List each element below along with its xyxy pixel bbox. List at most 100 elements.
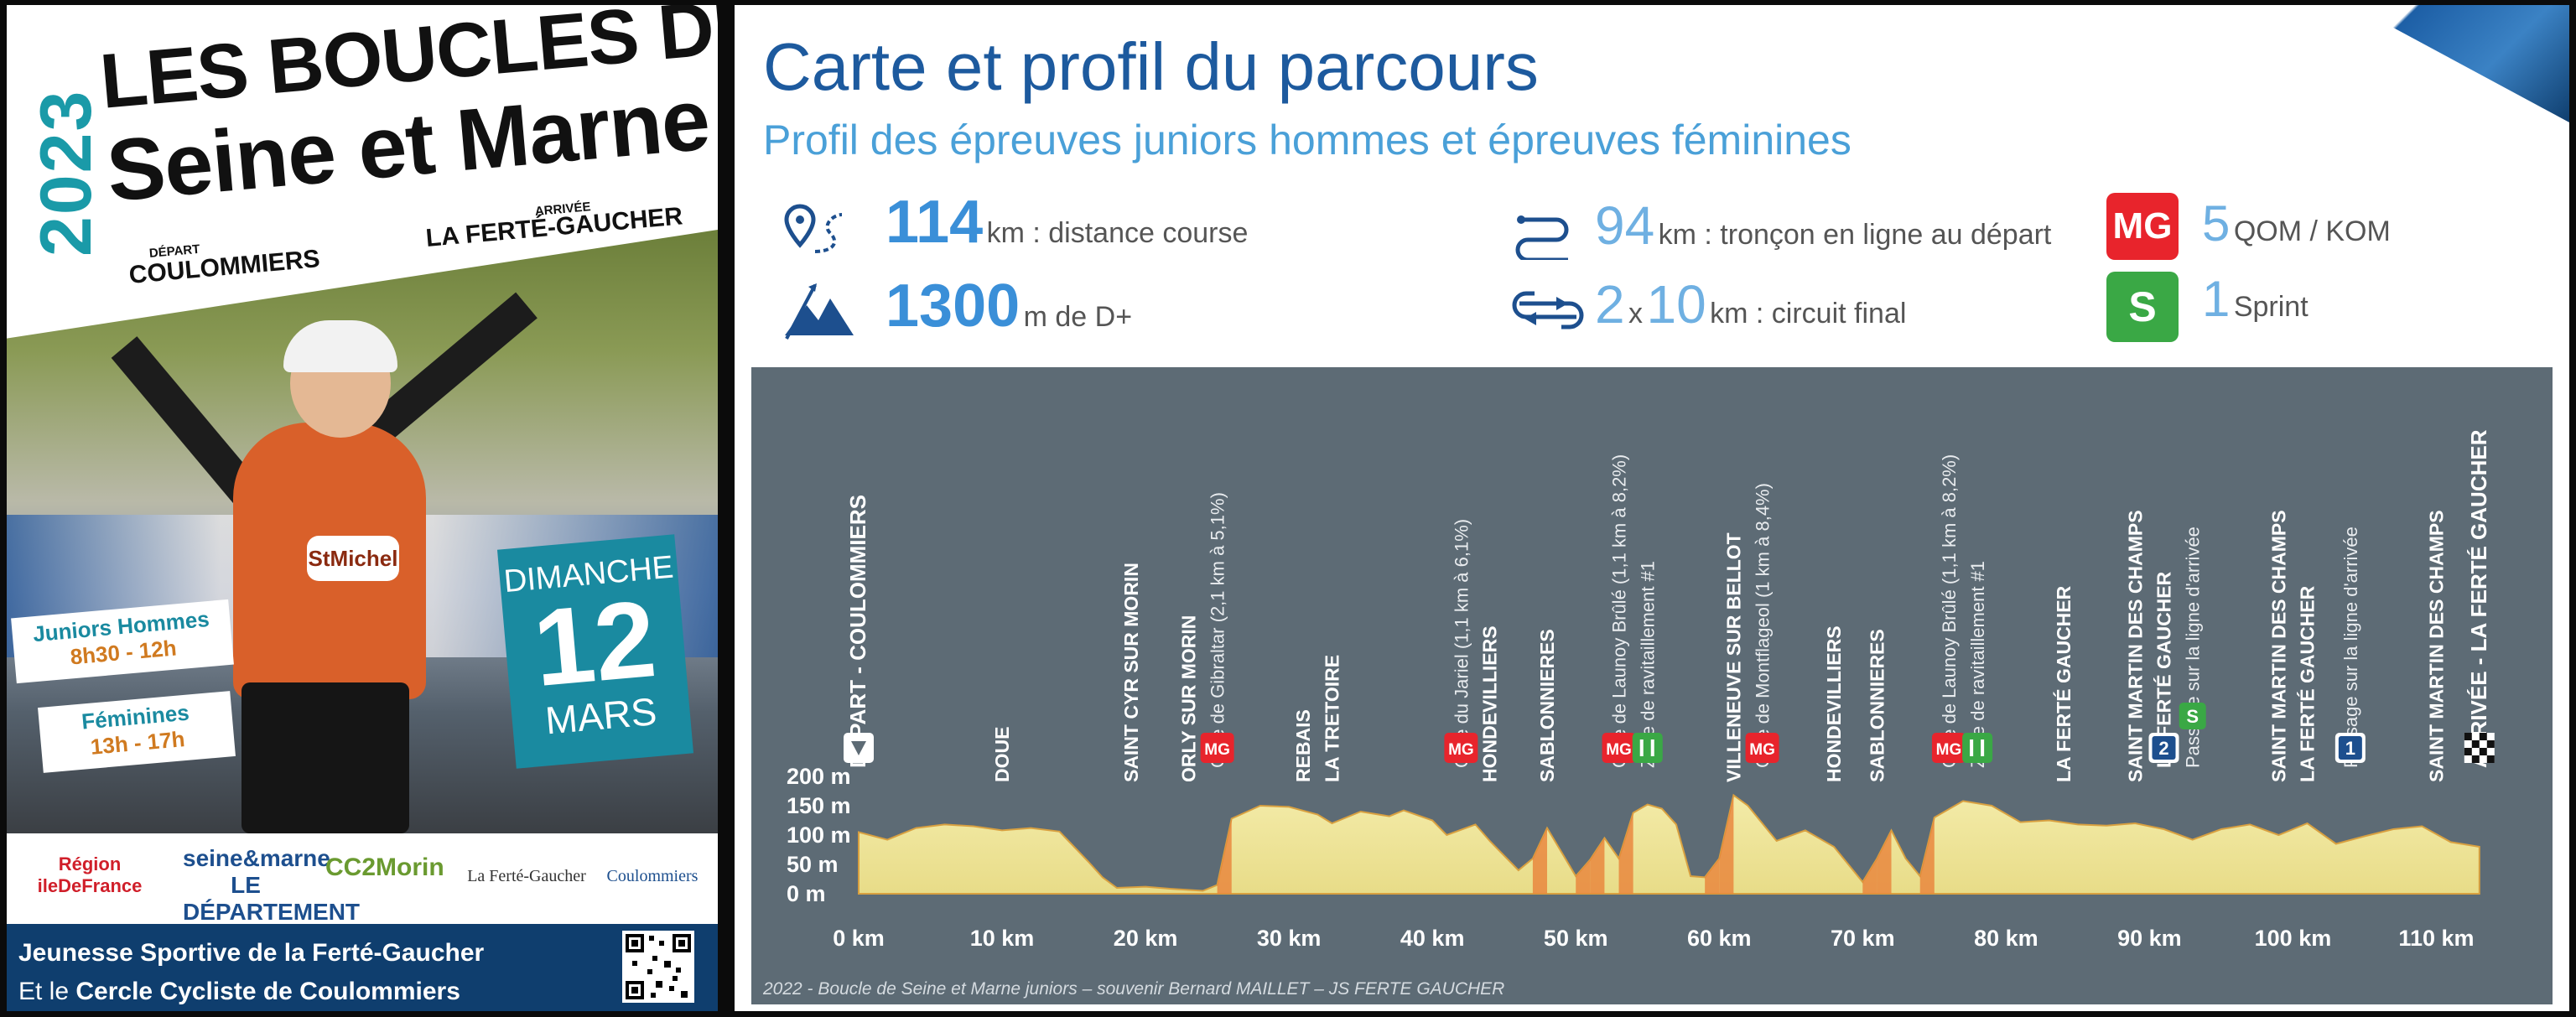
x-tick-label: 100 km	[2255, 926, 2332, 951]
logo-coulommiers: Coulommiers	[606, 867, 699, 885]
waypoint-label: LA TRETOIRE	[1321, 655, 1343, 782]
play-icon	[851, 741, 866, 755]
rider-legs	[242, 682, 409, 833]
circuit-value: 10	[1646, 274, 1706, 335]
qom-value: 5	[2202, 195, 2231, 252]
waypoint-label: ORLY SUR MORIN	[1177, 615, 1199, 782]
feed-zone-icon	[1632, 733, 1663, 763]
waypoint-label: Côte de Launoy Brûlé (1,1 km à 8,2%)	[1609, 454, 1630, 768]
waypoint-label: SAINT MARTIN DES CHAMPS	[2124, 510, 2146, 782]
sprint-marker-icon	[2179, 703, 2206, 729]
waypoint: SAINT MARTIN DES CHAMPS	[2425, 510, 2447, 782]
mg-marker-icon	[1200, 733, 1234, 763]
logo-region: Région ileDeFrance	[37, 854, 143, 896]
line-route-icon	[1515, 215, 1569, 260]
rider-helmet	[283, 320, 397, 372]
cutlery-icon	[1970, 739, 1985, 756]
x-tick-label: 70 km	[1831, 926, 1895, 951]
jersey-logo: StMichel	[307, 536, 399, 581]
waypoint-label: Côte de Launoy Brûlé (1,1 km à 8,2%)	[1939, 454, 1960, 768]
y-tick-label: 150 m	[787, 793, 851, 818]
waypoint-label: DOUE	[991, 727, 1013, 782]
qr-code-icon[interactable]	[622, 931, 694, 1003]
date-block: DIMANCHE 12 MARS	[496, 534, 694, 769]
mg-badge-icon: MG	[2106, 193, 2179, 260]
climb-segment	[1877, 830, 1892, 894]
waypoint-label: LA FERTÉ GAUCHER	[2296, 585, 2319, 782]
stat-elevation: 1300 m de D+	[886, 272, 1132, 340]
y-tick-label: 200 m	[787, 764, 851, 789]
x-tick-label: 10 km	[970, 926, 1035, 951]
waypoint: HONDEVILLIERS	[1823, 625, 1845, 782]
y-tick-label: 50 m	[787, 852, 839, 877]
waypoint-label: Passage sur la ligne d'arrivée	[2183, 527, 2204, 768]
stat-line-section: 94 km : tronçon en ligne au départ	[1595, 195, 2051, 257]
waypoint: DÉPART - COULOMMIERS	[844, 495, 874, 768]
logo-cc2morin: CC2Morin	[325, 854, 444, 881]
waypoint: Côte de Launoy Brûlé (1,1 km à 8,2%)MG	[1931, 454, 1966, 768]
waypoint-label: SAINT CYR SUR MORIN	[1120, 563, 1142, 782]
waypoint: LA TRETOIRE	[1321, 655, 1343, 782]
waypoint-label: SABLONNIERES	[1866, 629, 1888, 782]
waypoint-label: Côte de Montflageol (1 km à 8,4%)	[1753, 483, 1774, 768]
waypoint: ARRIVÉE - LA FERTÉ GAUCHER	[2464, 429, 2495, 768]
waypoint-label: ARRIVÉE - LA FERTÉ GAUCHER	[2466, 429, 2491, 768]
waypoint: REBAIS	[1292, 709, 1314, 782]
elevation-text: m de D+	[1023, 301, 1133, 333]
profile-area	[858, 793, 2480, 895]
corner-decoration	[2351, 5, 2569, 122]
sprint-badge-icon: S	[2106, 272, 2179, 342]
footer-line2: Et le Cercle Cycliste de Coulommiers	[18, 978, 460, 1006]
mg-marker-label: MG	[1606, 741, 1632, 759]
climb-segment	[1705, 859, 1720, 894]
distance-text: km : distance course	[986, 217, 1249, 249]
day-number: 12	[528, 577, 661, 710]
waypoint-label: SABLONNIERES	[1536, 629, 1558, 782]
mg-marker-label: MG	[1448, 741, 1474, 759]
waypoint: ORLY SUR MORIN	[1177, 615, 1199, 782]
climb-segment	[1618, 812, 1633, 894]
footer-line2-prefix: Et le	[18, 978, 76, 1005]
waypoint: Côte de Montflageol (1 km à 8,4%)MG	[1745, 483, 1779, 768]
x-tick-label: 40 km	[1400, 926, 1465, 951]
stat-distance: 114 km : distance course	[886, 188, 1248, 257]
sprint-value: 1	[2202, 271, 2231, 327]
waypoint: Côte du Jariel (1,1 km à 6,1%)MG	[1444, 519, 1478, 768]
sprint-text: Sprint	[2233, 291, 2309, 323]
x-tick-label: 90 km	[2117, 926, 2182, 951]
panel-subtitle: Profil des épreuves juniors hommes et ép…	[763, 117, 1852, 163]
climb-segment	[1217, 818, 1232, 894]
x-tick-label: 110 km	[2398, 926, 2474, 951]
circuit-text: km : circuit final	[1710, 298, 1907, 329]
waypoint-label: LA FERTÉ GAUCHER	[2052, 585, 2075, 782]
waypoint: SAINT MARTIN DES CHAMPS	[2267, 510, 2289, 782]
lap-marker-label: 2	[2158, 738, 2168, 759]
waypoint-label: REBAIS	[1292, 709, 1314, 782]
y-tick-label: 100 m	[787, 822, 851, 848]
waypoint: SAINT CYR SUR MORIN	[1120, 563, 1142, 782]
logo-la-ferte-gaucher: La Ferté-Gaucher	[467, 867, 586, 885]
climb-segment	[1532, 828, 1548, 894]
waypoint-label: HONDEVILLIERS	[1823, 625, 1845, 782]
line-text: km : tronçon en ligne au départ	[1658, 219, 2052, 251]
stat-circuit: 2 x 10 km : circuit final	[1595, 273, 1906, 335]
waypoint-label: DÉPART - COULOMMIERS	[845, 495, 870, 768]
waypoint: DOUE	[991, 727, 1013, 782]
waypoint-label: Passage sur la ligne d'arrivée	[2340, 527, 2361, 768]
climb-segment	[1590, 838, 1605, 894]
waypoint: Côte de Launoy Brûlé (1,1 km à 8,2%)MG	[1602, 454, 1636, 768]
cutlery-icon	[1639, 739, 1654, 756]
line-value: 94	[1595, 195, 1655, 256]
waypoint: Côte de Gibraltar (2,1 km à 5,1%)MG	[1200, 492, 1234, 768]
stat-qom: 5 QOM / KOM	[2202, 195, 2391, 252]
x-tick-label: 80 km	[1974, 926, 2038, 951]
footer-line2-bold: Cercle Cycliste de Coulommiers	[75, 978, 460, 1005]
race-poster: 2023 LES BOUCLES DE Seine et Marne DÉPAR…	[7, 5, 718, 1011]
waypoint: SABLONNIERES	[1536, 629, 1558, 782]
route-pin-icon	[784, 204, 843, 253]
poster-year-text: 2023	[26, 89, 106, 257]
mg-marker-icon	[1602, 733, 1636, 763]
loop-circuit-icon	[1512, 291, 1584, 329]
